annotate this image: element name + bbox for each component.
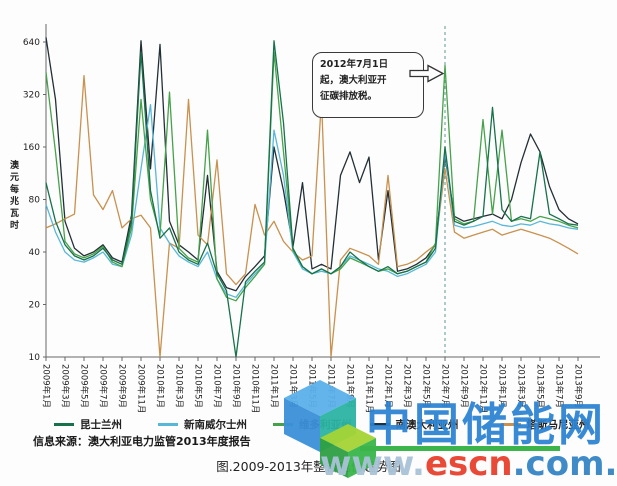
line-swatch-icon	[158, 423, 178, 426]
annotation-line: 征碳排放税。	[320, 91, 378, 102]
series-line-qld	[45, 40, 579, 357]
x-tick-label: 2013年3月	[516, 364, 527, 408]
y-axis-title: 澳元每兆瓦时	[8, 160, 18, 232]
legend-label: 南澳大利亚州	[395, 419, 459, 431]
carbon-tax-annotation: 2012年7月1日 起，澳大利亚开 征碳排放税。	[312, 52, 424, 118]
x-tick-label: 2011年7月	[326, 364, 337, 408]
y-tick-label: 320	[23, 91, 40, 101]
legend-item-sa: 南澳大利亚州	[369, 417, 459, 432]
series-line-tas	[45, 75, 579, 357]
x-tick-label: 2011年11月	[364, 364, 375, 412]
legend-label: 塔斯马尼亚州	[526, 419, 590, 431]
y-tick-label: 160	[23, 143, 40, 153]
price-trend-chart: 10 20 40 80 160 320 640 2009年1月 2009年3月 2009年5月 20…	[23, 24, 600, 412]
line-swatch-icon	[54, 423, 74, 426]
legend-item-vic: 维多利亚州	[273, 417, 352, 432]
source-note: 信息来源：澳大利亚电力监管2013年度报告	[33, 435, 251, 448]
legend-label: 维多利亚州	[299, 419, 352, 431]
x-tick-label: 2009年11月	[136, 364, 147, 412]
x-tick-label: 2011年1月	[269, 364, 280, 408]
x-tick-label: 2009年1月	[41, 364, 52, 408]
x-tick-label: 2010年7月	[212, 364, 223, 408]
x-tick-label: 2009年5月	[79, 364, 90, 408]
x-tick-label: 2010年3月	[174, 364, 185, 408]
legend: 昆士兰州 新南威尔士州 维多利亚州 南澳大利亚州 塔斯马尼亚州	[54, 417, 590, 432]
legend-item-qld: 昆士兰州	[54, 417, 122, 432]
line-swatch-icon	[500, 423, 521, 426]
x-tick-label: 2012年1月	[383, 364, 394, 408]
x-tick-label: 2013年1月	[497, 364, 508, 408]
x-tick-label: 2011年5月	[307, 364, 318, 408]
x-tick-label: 2010年1月	[155, 364, 166, 408]
x-tick-label: 2013年7月	[554, 364, 565, 408]
x-tick-label: 2009年7月	[98, 364, 109, 408]
annotation-line: 2012年7月1日	[320, 59, 389, 70]
annotation-line: 起，澳大利亚开	[320, 75, 387, 86]
x-tick-label: 2012年7月	[440, 364, 451, 408]
y-tick-label: 640	[23, 38, 40, 48]
x-tick-label: 2012年5月	[421, 364, 432, 408]
x-tick-label: 2009年9月	[117, 364, 128, 408]
y-tick-label: 80	[29, 196, 41, 206]
x-tick-label: 2013年9月	[573, 364, 584, 408]
x-tick-label: 2013年5月	[535, 364, 546, 408]
y-tick-label: 20	[29, 301, 41, 311]
legend-item-tas: 塔斯马尼亚州	[500, 417, 590, 432]
x-tick-label: 2010年9月	[231, 364, 242, 408]
x-tick-label: 2011年3月	[288, 364, 299, 408]
legend-label: 新南威尔士州	[184, 419, 247, 431]
x-tick-label: 2012年11月	[478, 364, 489, 412]
line-swatch-icon	[369, 423, 390, 426]
legend-item-nsw: 新南威尔士州	[158, 417, 247, 432]
watermark-underline	[360, 446, 560, 451]
y-tick-label: 40	[29, 248, 41, 258]
x-tick-label: 2009年3月	[60, 364, 71, 408]
x-tick-label: 2011年9月	[345, 364, 356, 408]
line-swatch-icon	[273, 423, 293, 426]
figure-caption: 图.2009-2013年整售电价趋势图	[216, 459, 401, 474]
x-tick-label: 2012年3月	[402, 364, 413, 408]
x-tick-label: 2010年11月	[250, 364, 261, 412]
x-tick-label: 2010年5月	[193, 364, 204, 408]
x-tick-label: 2012年9月	[459, 364, 470, 408]
legend-label: 昆士兰州	[80, 419, 122, 431]
y-tick-label: 10	[29, 353, 41, 363]
